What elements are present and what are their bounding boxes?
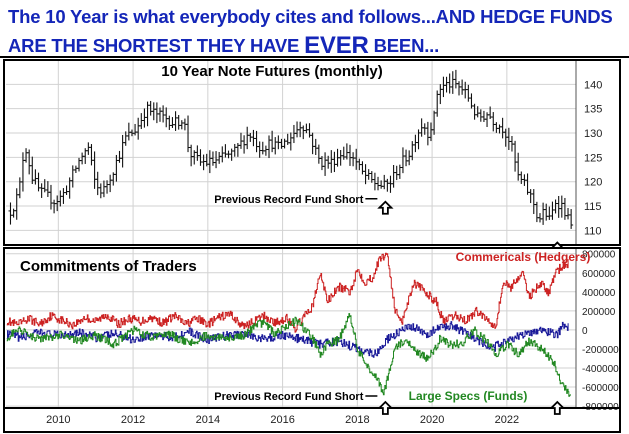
futures-title: 10 Year Note Futures (monthly) [161,63,382,80]
x-tick-label: 2012 [121,414,145,426]
x-tick-label: 2018 [345,414,369,426]
cot-plot-bg [4,248,620,408]
large-specs-label: Large Specs (Funds) [409,389,528,403]
x-tick-label: 2016 [270,414,294,426]
futures-y-tick-label: 130 [584,128,602,140]
futures-plot-bg [4,60,620,245]
ohlc-bar [569,209,574,229]
cot-y-tick-label: 400000 [582,288,616,299]
cot-series-line-0 [6,252,569,333]
commercials-label: Commericals (Hedgers) [456,250,591,264]
headline-line-2-a: ARE THE SHORTEST THEY HAVE [8,35,305,56]
up-arrow-icon [377,200,394,215]
futures-y-tick-label: 135 [584,104,602,116]
futures-annotation-label: Previous Record Fund Short [214,194,363,206]
x-tick-label: 2020 [420,414,444,426]
futures-y-tick-label: 115 [584,201,602,213]
headline-line-1: The 10 Year is what everybody cites and … [8,6,613,27]
futures-y-tick-label: 110 [584,225,602,237]
cot-annotation-label: Previous Record Fund Short [214,391,363,403]
cot-y-tick-label: 200000 [582,307,616,318]
x-tick-label: 2010 [46,414,70,426]
cot-y-tick-label: 600000 [582,269,616,280]
futures-chart: 110 115 120 125 130 135 140 10 Year Note Future… [3,59,621,256]
futures-y-tick-label: 120 [584,177,602,189]
cot-y-tick-label: -400000 [582,364,619,375]
futures-frame [3,59,621,246]
cot-title: Commitments of Traders [20,258,197,275]
futures-y-tick-label: 140 [584,79,602,91]
cot-y-tick-label: -200000 [582,345,619,356]
futures-y-tick-label: 125 [584,152,602,164]
cot-y-tick-label: 0 [582,326,588,337]
cot-series-line-2 [6,313,571,397]
cot-y-tick-label: -600000 [582,383,619,394]
x-axis-frame [3,407,621,433]
up-arrow-icon [549,400,566,415]
cot-y-tick-label: 800000 [582,250,616,261]
headline-banner: The 10 Year is what everybody cites and … [0,0,629,60]
headline-line-2-c: BEEN... [368,35,440,56]
cot-chart: -800000-600000-400000-200000020000040000… [3,247,621,433]
up-arrow-icon [377,400,394,415]
x-tick-label: 2014 [196,414,220,426]
headline-emphasis: EVER [304,32,369,59]
headline-line-2: ARE THE SHORTEST THEY HAVE EVER BEEN... [8,32,439,60]
chart-canvas: 110 115 120 125 130 135 140 10 Year Note Future… [3,59,621,433]
x-tick-label: 2022 [495,414,519,426]
